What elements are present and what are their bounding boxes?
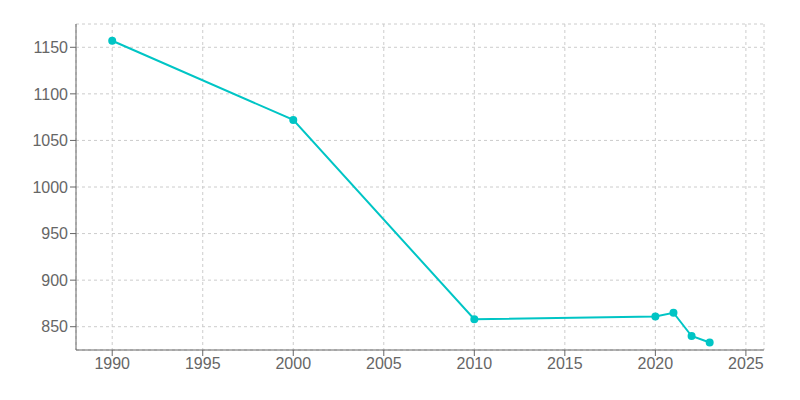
svg-text:1050: 1050 [32,132,68,149]
svg-text:1100: 1100 [34,86,69,103]
svg-text:2010: 2010 [457,355,493,372]
svg-text:1990: 1990 [94,355,130,372]
svg-text:900: 900 [41,272,68,289]
svg-text:950: 950 [41,225,68,242]
svg-text:2000: 2000 [275,355,311,372]
svg-text:2025: 2025 [728,355,764,372]
svg-text:2020: 2020 [638,355,674,372]
svg-text:2015: 2015 [547,355,583,372]
svg-text:1000: 1000 [32,179,68,196]
svg-text:1150: 1150 [34,39,69,56]
svg-text:1995: 1995 [185,355,221,372]
svg-text:850: 850 [41,318,68,335]
svg-text:2005: 2005 [366,355,402,372]
